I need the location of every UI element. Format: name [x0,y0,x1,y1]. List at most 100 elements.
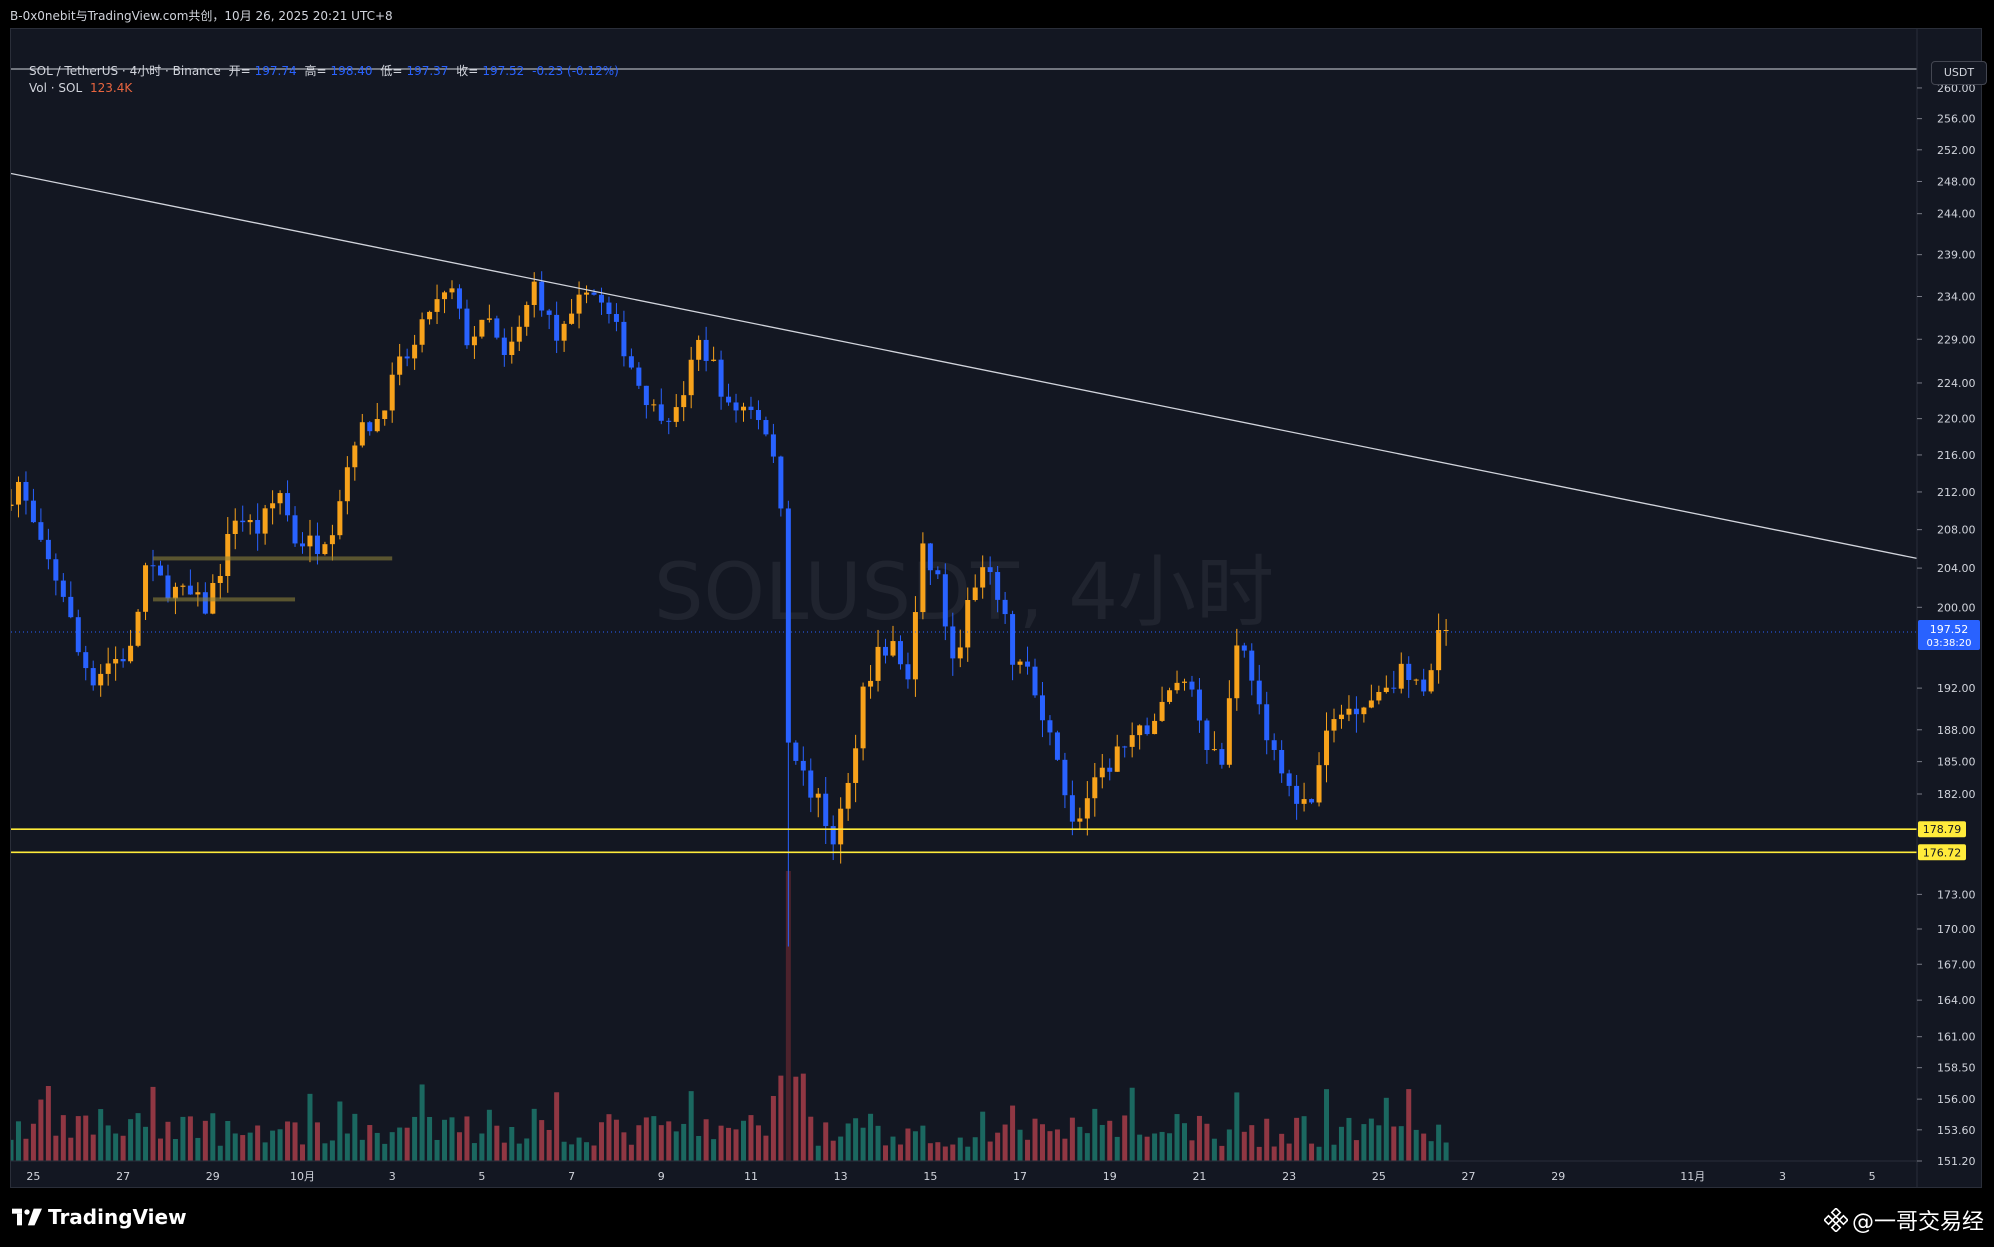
candle-body[interactable] [733,402,739,411]
candle-body[interactable] [23,481,29,501]
candle-body[interactable] [195,592,201,595]
candle-body[interactable] [987,567,993,573]
candle-body[interactable] [980,567,986,588]
candle-body[interactable] [1144,725,1150,735]
candle-body[interactable] [1376,691,1382,701]
candle-body[interactable] [1196,689,1202,721]
candle-body[interactable] [1413,679,1419,681]
candle-body[interactable] [1152,720,1158,735]
candle-body[interactable] [606,302,612,315]
candle-body[interactable] [718,359,724,397]
candle-body[interactable] [1324,730,1330,766]
candle-body[interactable] [15,481,21,505]
candle-body[interactable] [172,586,178,599]
candle-body[interactable] [613,314,619,322]
candle-body[interactable] [755,410,761,421]
candle-body[interactable] [815,793,821,798]
candle-body[interactable] [539,281,545,311]
candle-body[interactable] [419,319,425,345]
candle-body[interactable] [1398,663,1404,689]
candle-body[interactable] [741,406,747,411]
candle-body[interactable] [703,339,709,361]
candle-body[interactable] [1137,725,1143,736]
candle-body[interactable] [240,520,246,523]
candle-body[interactable] [11,504,14,507]
candle-body[interactable] [890,641,896,656]
candle-body[interactable] [1219,749,1225,765]
candle-body[interactable] [1047,720,1053,733]
candle-body[interactable] [1316,765,1322,803]
candle-body[interactable] [1226,698,1232,765]
candle-body[interactable] [1368,700,1374,708]
consolidation-box[interactable] [153,597,296,602]
candle-body[interactable] [1122,746,1128,748]
candle-body[interactable] [793,742,799,761]
candle-body[interactable] [359,422,365,446]
candle-body[interactable] [950,626,956,659]
candle-body[interactable] [561,323,567,341]
candle-body[interactable] [1084,798,1090,819]
candle-body[interactable] [860,686,866,749]
candle-body[interactable] [883,646,889,656]
candle-body[interactable] [187,585,193,595]
candle-body[interactable] [98,673,104,686]
candle-body[interactable] [344,467,350,502]
candle-body[interactable] [456,288,462,309]
candle-body[interactable] [374,419,380,432]
candle-body[interactable] [300,543,306,547]
candle-body[interactable] [30,500,36,523]
candle-body[interactable] [494,318,500,338]
candle-body[interactable] [830,826,836,845]
candle-body[interactable] [1271,740,1277,750]
candle-body[interactable] [1234,645,1240,699]
candle-body[interactable] [785,508,791,743]
candle-body[interactable] [1114,746,1120,772]
candle-body[interactable] [995,572,1001,600]
candle-body[interactable] [524,304,530,327]
chart-frame[interactable]: SOLUSDT, 4小时 260.00 256.00 252.00 248.00 244… [10,28,1987,1189]
candle-body[interactable] [1428,670,1434,692]
candle-body[interactable] [972,587,978,601]
candle-body[interactable] [1383,687,1389,692]
candle-body[interactable] [75,617,81,653]
candle-body[interactable] [143,565,149,612]
candle-body[interactable] [449,288,455,293]
candle-body[interactable] [763,420,769,435]
candle-body[interactable] [808,770,814,798]
candle-body[interactable] [45,539,51,560]
candle-body[interactable] [1301,799,1307,804]
candle-body[interactable] [217,575,223,583]
candle-body[interactable] [479,319,485,337]
candle-body[interactable] [1443,629,1449,631]
candle-body[interactable] [845,782,851,809]
candle-body[interactable] [53,559,59,581]
candle-body[interactable] [935,570,941,575]
candle-body[interactable] [247,520,253,523]
candle-body[interactable] [509,341,515,356]
candle-body[interactable] [942,574,948,627]
candle-body[interactable] [598,294,604,303]
candle-body[interactable] [1054,732,1060,760]
candle-body[interactable] [1025,661,1031,667]
tradingview-logo[interactable]: TradingView [12,1202,187,1232]
candle-body[interactable] [666,420,672,422]
candle-body[interactable] [643,385,649,406]
candle-body[interactable] [83,652,89,669]
candle-body[interactable] [1391,687,1397,689]
candle-body[interactable] [1129,735,1135,747]
candle-body[interactable] [225,533,231,576]
candle-body[interactable] [1249,650,1255,681]
candle-body[interactable] [120,658,126,662]
candle-body[interactable] [576,294,582,314]
candle-body[interactable] [128,645,134,662]
candle-body[interactable] [591,292,597,295]
candle-body[interactable] [60,580,66,597]
candle-body[interactable] [838,808,844,845]
candle-body[interactable] [554,314,560,341]
candle-body[interactable] [778,456,784,509]
candle-body[interactable] [1256,680,1262,705]
candle-body[interactable] [314,535,320,555]
candle-body[interactable] [1294,785,1300,804]
candle-body[interactable] [1017,661,1023,665]
candle-body[interactable] [232,520,238,534]
